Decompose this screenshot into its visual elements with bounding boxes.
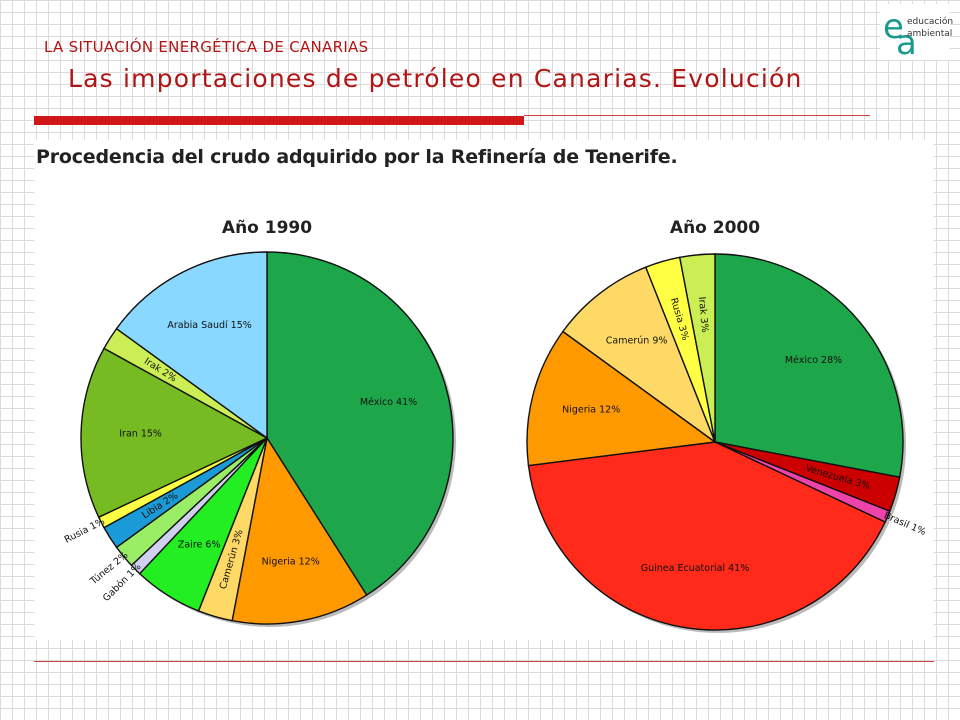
pie-slice-label: Guinea Ecuatorial 41% <box>641 563 749 574</box>
pie-slice <box>80 347 269 519</box>
pie-slice-label: Camerún 9% <box>606 336 668 347</box>
pie-slice-label: México 28% <box>785 355 842 366</box>
pie-slice-label: Brasil 1% <box>882 510 927 538</box>
logo-word-educacion: educación <box>907 17 954 27</box>
pie-slice-label: Rusia 1% <box>63 516 107 546</box>
pie-slice-label: Nigeria 12% <box>262 557 320 568</box>
logo-word-ambiental: ambiental <box>907 29 953 39</box>
pie-slice <box>115 251 268 440</box>
pie-slice <box>561 266 717 444</box>
pie-slice-label: Zaire 6% <box>178 539 221 550</box>
pie-slice <box>678 253 716 443</box>
chart-panel: Procedencia del crudo adquirido por la R… <box>34 140 934 640</box>
pie-slice <box>714 253 904 479</box>
logo-letter-e: e <box>883 7 904 47</box>
logo-letter-a: a <box>896 23 917 63</box>
pie-slice <box>266 251 454 597</box>
pie-slice-label: Arabia Saudí 15% <box>167 320 251 331</box>
title-rule <box>524 115 870 116</box>
pie-slice <box>527 441 887 631</box>
pie-slice <box>526 330 717 467</box>
pie-slice-label: Iran 15% <box>119 429 162 440</box>
pie-title-0: Año 1990 <box>222 218 312 238</box>
pie-slice-label: Irak 3% <box>696 296 710 333</box>
section-label: LA SITUACIÓN ENERGÉTICA DE CANARIAS <box>44 38 369 56</box>
pie-title-1: Año 2000 <box>670 218 760 238</box>
title-accent-bar <box>34 116 524 125</box>
footer-rule <box>34 661 934 662</box>
pie-slice-label: Nigeria 12% <box>562 405 620 416</box>
slide-title: Las importaciones de petróleo en Canaria… <box>68 64 803 93</box>
pie-slice <box>231 436 368 625</box>
pie-slice-label: México 41% <box>360 397 417 408</box>
chart-title: Procedencia del crudo adquirido por la R… <box>36 146 678 168</box>
educacion-ambiental-logo: e a educación ambiental <box>880 4 954 63</box>
